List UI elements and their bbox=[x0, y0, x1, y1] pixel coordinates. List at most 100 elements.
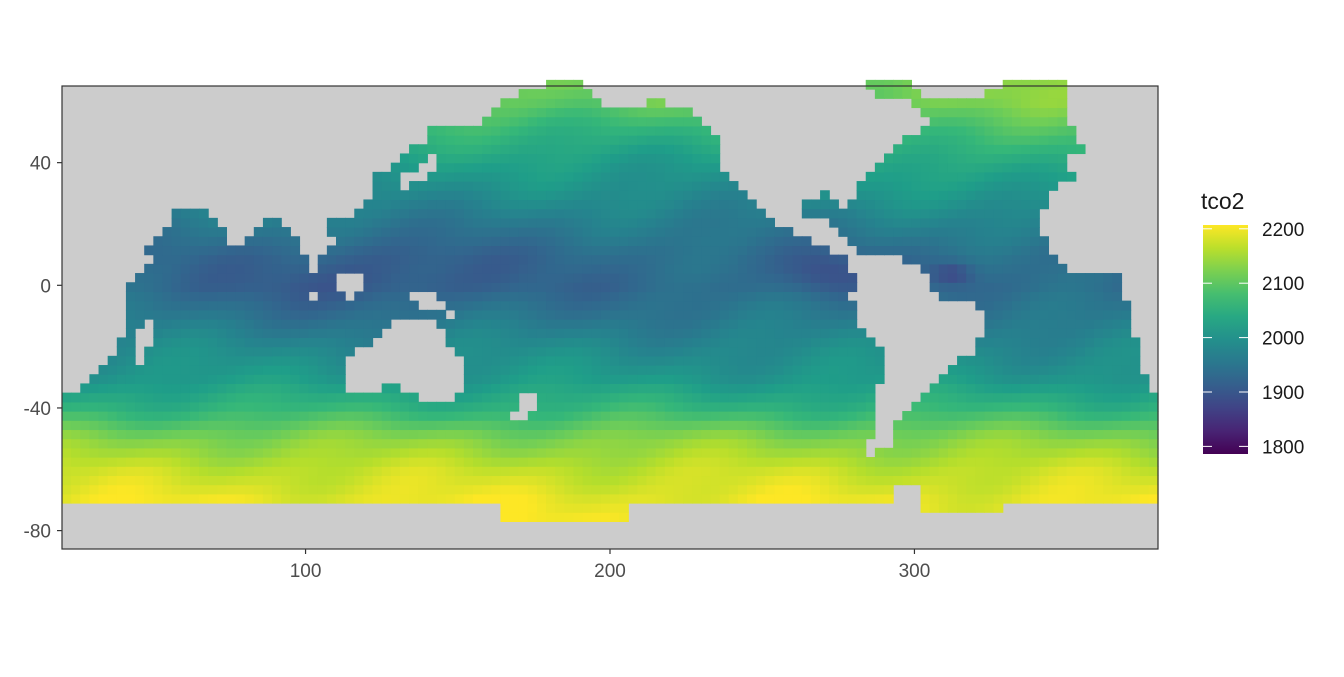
heat-cell bbox=[774, 374, 785, 385]
heat-cell bbox=[372, 254, 383, 265]
heat-cell bbox=[1011, 374, 1022, 385]
heat-cell bbox=[856, 190, 867, 201]
heat-cell bbox=[847, 429, 858, 440]
heat-cell bbox=[774, 319, 785, 329]
heat-cell bbox=[509, 383, 520, 394]
heat-cell bbox=[966, 217, 976, 228]
heat-cell bbox=[637, 236, 648, 247]
heat-cell bbox=[500, 162, 511, 173]
heat-cell bbox=[363, 227, 374, 237]
heat-cell bbox=[692, 144, 702, 155]
heat-cell bbox=[966, 125, 976, 136]
heat-cell bbox=[518, 89, 529, 99]
heat-cell bbox=[728, 254, 739, 265]
heat-cell bbox=[710, 245, 721, 256]
heat-cell bbox=[491, 291, 501, 302]
heat-cell bbox=[336, 420, 346, 431]
heat-cell bbox=[317, 319, 328, 329]
heat-cell bbox=[180, 337, 191, 348]
heat-cell bbox=[500, 227, 511, 237]
heat-cell bbox=[500, 503, 511, 513]
heat-cell bbox=[765, 484, 775, 495]
heat-cell bbox=[473, 365, 483, 375]
heat-cell bbox=[947, 144, 958, 155]
heat-cell bbox=[262, 438, 273, 449]
heat-cell bbox=[719, 429, 730, 440]
heat-cell bbox=[893, 144, 903, 155]
heat-cell bbox=[308, 411, 319, 421]
heat-cell bbox=[290, 365, 301, 375]
heat-cell bbox=[1094, 383, 1104, 394]
heat-cell bbox=[737, 273, 748, 283]
heat-cell bbox=[564, 401, 575, 412]
heat-cell bbox=[947, 208, 958, 219]
heat-cell bbox=[171, 447, 182, 458]
heat-cell bbox=[171, 475, 182, 486]
heat-cell bbox=[820, 383, 830, 394]
heat-cell bbox=[336, 484, 346, 495]
heat-cell bbox=[153, 245, 164, 256]
heat-cell bbox=[820, 374, 830, 385]
heat-cell bbox=[591, 217, 602, 228]
heat-cell bbox=[262, 236, 273, 247]
heat-cell bbox=[884, 475, 894, 486]
heat-cell bbox=[71, 493, 81, 504]
heat-cell bbox=[829, 273, 839, 283]
heat-cell bbox=[162, 337, 173, 348]
heat-cell bbox=[381, 392, 392, 403]
heat-cell bbox=[445, 245, 456, 256]
heat-cell bbox=[1021, 89, 1031, 99]
heat-cell bbox=[628, 245, 638, 256]
heat-cell bbox=[619, 512, 629, 523]
heat-cell bbox=[610, 438, 620, 449]
heat-cell bbox=[929, 171, 940, 182]
heat-cell bbox=[792, 493, 803, 504]
heat-cell bbox=[756, 493, 766, 504]
heat-cell bbox=[436, 309, 447, 320]
heat-cell bbox=[765, 420, 775, 431]
heat-cell bbox=[436, 208, 447, 219]
heat-cell bbox=[363, 300, 374, 311]
heat-cell bbox=[217, 254, 227, 265]
heat-cell bbox=[345, 457, 355, 467]
heat-cell bbox=[783, 236, 794, 247]
heat-cell bbox=[1112, 401, 1123, 412]
heat-cell bbox=[564, 273, 575, 283]
heat-cell bbox=[144, 383, 154, 394]
heat-cell bbox=[628, 181, 638, 191]
heat-cell bbox=[829, 355, 839, 366]
heat-cell bbox=[299, 484, 310, 495]
heat-cell bbox=[116, 337, 127, 348]
heat-cell bbox=[135, 438, 145, 449]
heat-cell bbox=[683, 254, 693, 265]
heat-cell bbox=[125, 309, 136, 320]
heat-cell bbox=[171, 355, 182, 366]
heat-cell bbox=[144, 282, 154, 293]
heat-cell bbox=[637, 438, 648, 449]
heat-cell bbox=[500, 153, 511, 164]
heat-cell bbox=[308, 484, 319, 495]
heat-cell bbox=[171, 383, 182, 394]
heat-cell bbox=[116, 457, 127, 467]
heat-cell bbox=[135, 319, 145, 329]
heat-cell bbox=[189, 245, 200, 256]
heat-cell bbox=[737, 282, 748, 293]
heat-cell bbox=[253, 309, 264, 320]
heat-cell bbox=[1084, 457, 1095, 467]
legend-tick-label: 1800 bbox=[1262, 437, 1304, 458]
heat-cell bbox=[600, 199, 611, 210]
heat-cell bbox=[719, 291, 730, 302]
heat-cell bbox=[454, 263, 465, 274]
heat-cell bbox=[217, 245, 227, 256]
heat-cell bbox=[1103, 466, 1113, 477]
heat-cell bbox=[527, 466, 538, 477]
heat-cell bbox=[655, 245, 666, 256]
heat-cell bbox=[564, 144, 575, 155]
heat-cell bbox=[336, 263, 346, 274]
heat-cell bbox=[536, 401, 547, 412]
heat-cell bbox=[546, 328, 556, 339]
heat-cell bbox=[98, 365, 109, 375]
heat-cell bbox=[527, 355, 538, 366]
heat-cell bbox=[847, 475, 858, 486]
heat-cell bbox=[354, 466, 364, 477]
